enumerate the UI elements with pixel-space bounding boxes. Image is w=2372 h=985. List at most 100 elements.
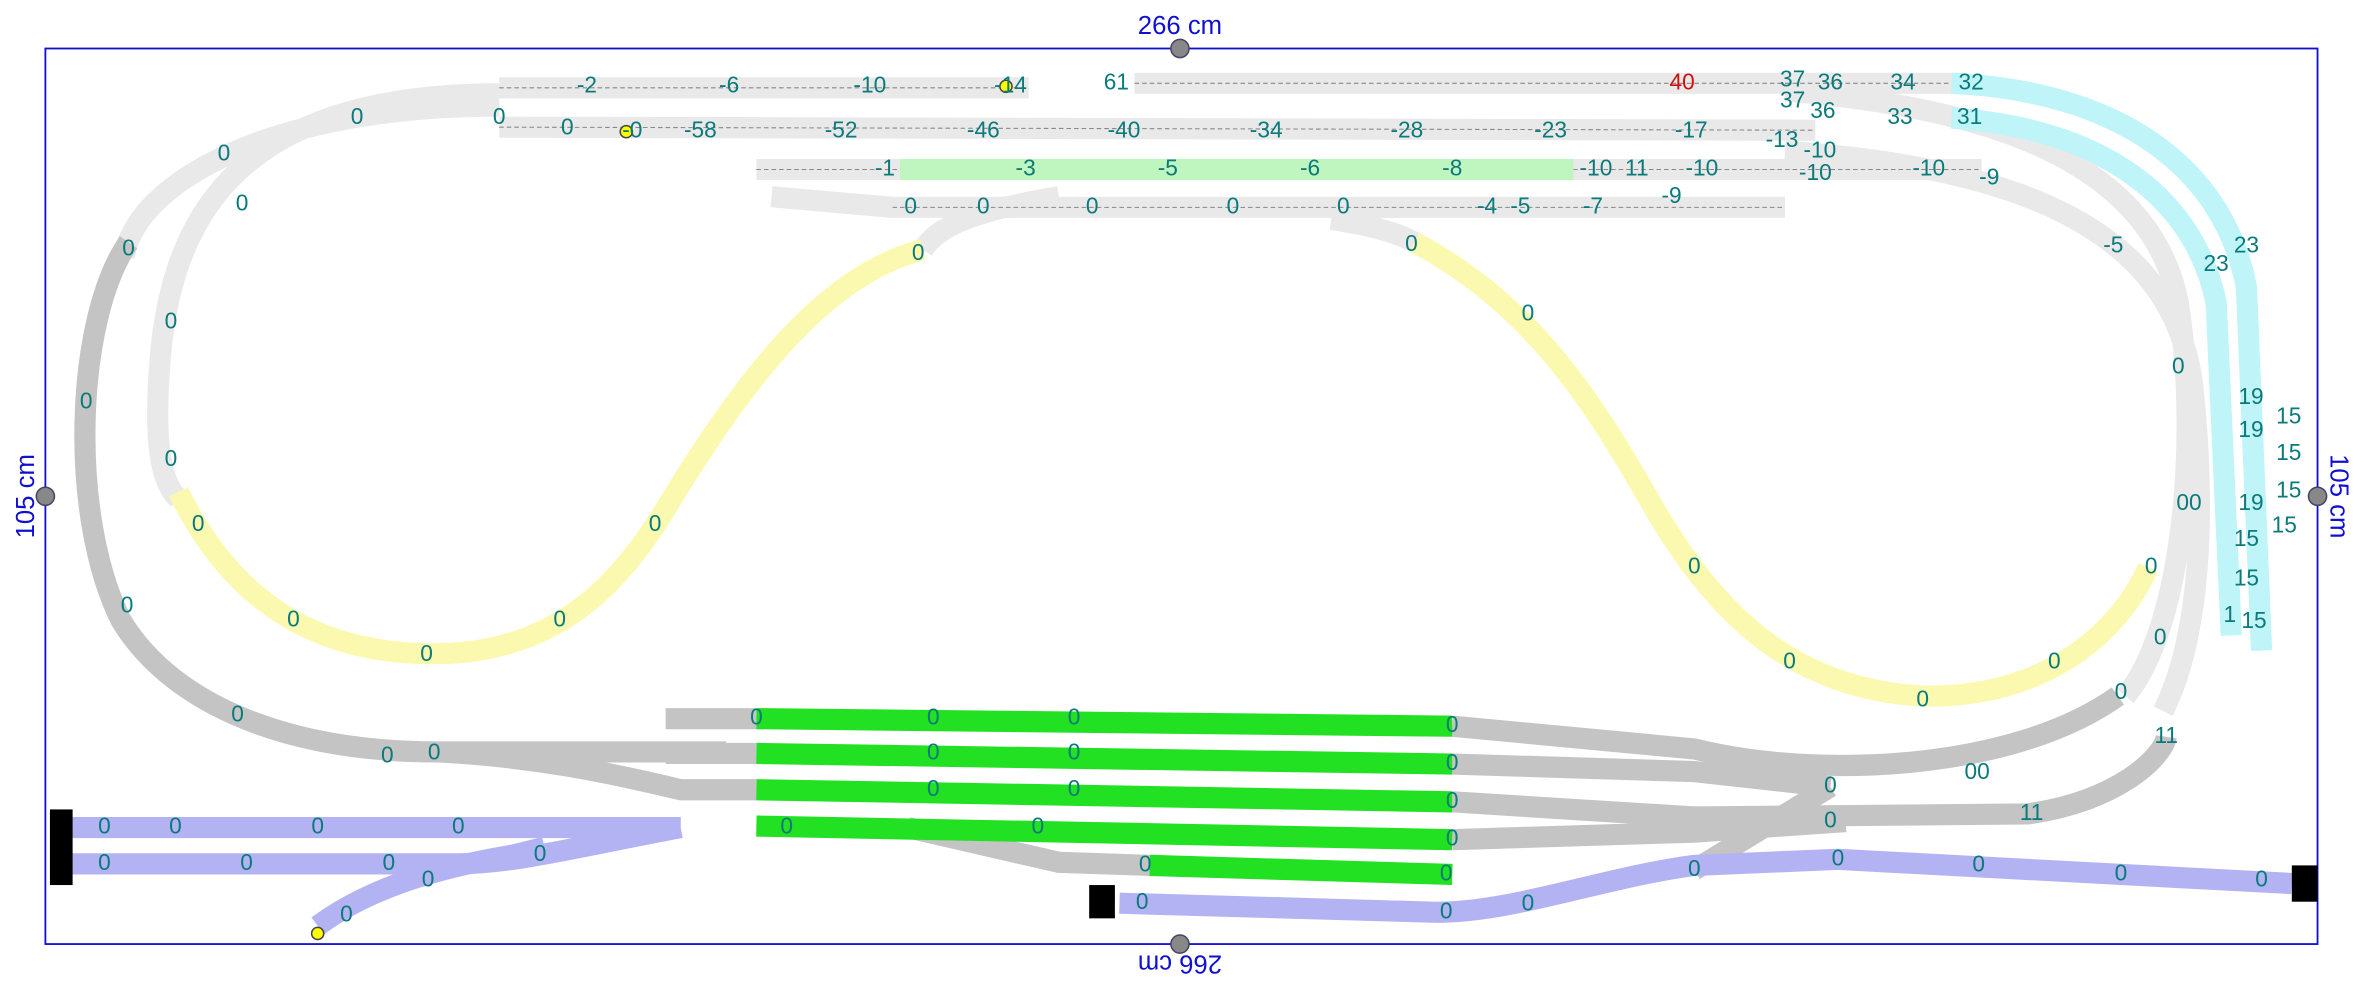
height-label: -10 (1799, 159, 1832, 185)
height-label: 00 (1965, 758, 1990, 784)
height-label: 0 (80, 387, 93, 413)
height-label: 0 (121, 592, 134, 618)
tracks (35, 38, 2328, 954)
height-label: 0 (1824, 807, 1837, 833)
height-label: 15 (2276, 403, 2301, 429)
height-label: -58 (684, 117, 717, 143)
height-label: -5 (1158, 155, 1178, 181)
height-label: -52 (825, 117, 858, 143)
height-label: 0 (1139, 850, 1152, 876)
height-label: 0 (381, 741, 394, 767)
height-label: 31 (1957, 103, 1982, 129)
height-label: 23 (2204, 250, 2229, 276)
height-label: 0 (420, 640, 433, 666)
height-label: 0 (2172, 353, 2185, 379)
height-label: -7 (1583, 192, 1603, 218)
height-label: 0 (1068, 704, 1081, 730)
height-label: 0 (122, 235, 135, 261)
green-section (900, 158, 1574, 181)
height-label: 32 (1958, 68, 1983, 94)
height-label: 0 (561, 114, 574, 140)
dimension-right: 105 cm (2324, 454, 2352, 538)
height-label: 0 (1446, 825, 1459, 851)
height-label: 0 (1086, 192, 1099, 218)
height-label: -2 (577, 71, 597, 97)
height-label: 15 (2234, 564, 2259, 590)
height-label: -9 (1662, 182, 1682, 208)
height-label: 15 (2276, 439, 2301, 465)
height-label: 0 (1522, 890, 1535, 916)
height-label: -17 (1675, 117, 1708, 143)
height-label: 15 (2276, 477, 2301, 503)
height-label: 0 (1446, 711, 1459, 737)
height-label: 0 (927, 775, 940, 801)
height-label: 0 (1522, 300, 1535, 326)
height-label: 0 (1068, 775, 1081, 801)
height-label: 0 (98, 849, 111, 875)
height-label: -6 (719, 71, 739, 97)
height-label: 0 (218, 139, 231, 165)
height-label: 0 (340, 900, 353, 926)
height-label: 40 (1670, 68, 1695, 94)
height-label: 0 (1068, 738, 1081, 764)
height-label: 0 (192, 510, 205, 536)
height-label: -23 (1534, 117, 1567, 143)
height-label: 0 (1440, 897, 1453, 923)
height-label: -0 (622, 117, 642, 143)
height-label: 0 (231, 701, 244, 727)
height-label: 19 (2238, 383, 2263, 409)
height-label: 37 (1780, 65, 1805, 91)
height-label: 0 (780, 813, 793, 839)
height-label: 0 (1916, 686, 1929, 712)
height-label: -10 (1685, 155, 1718, 181)
height-label: 15 (2272, 512, 2297, 538)
height-label: 00 (2176, 489, 2201, 515)
height-label: 0 (1446, 787, 1459, 813)
height-label: 15 (2241, 607, 2266, 633)
height-label: 0 (382, 849, 395, 875)
height-label: 1 (2223, 601, 2236, 627)
dimension-top: 266 cm (1138, 12, 1222, 40)
height-label: -5 (2103, 232, 2123, 258)
height-label: 0 (1405, 230, 1418, 256)
height-label: 0 (236, 189, 249, 215)
height-label: 37 (1780, 86, 1805, 112)
height-label: 0 (1031, 813, 1044, 839)
height-label: 0 (452, 813, 465, 839)
height-label: -10 (1803, 136, 1836, 162)
height-label: 0 (2048, 648, 2061, 674)
height-label: 0 (1832, 844, 1845, 870)
height-label: -14 (994, 71, 1027, 97)
height-label: 0 (493, 103, 506, 129)
height-label: -1 (875, 155, 895, 181)
height-label: 0 (1440, 859, 1453, 885)
height-label: 0 (553, 605, 566, 631)
height-label: -3 (1016, 155, 1036, 181)
height-label: 0 (422, 866, 435, 892)
height-label: 0 (649, 510, 662, 536)
height-label: -13 (1766, 126, 1799, 152)
height-label: 0 (534, 840, 547, 866)
height-label: -6 (1300, 155, 1320, 181)
height-label: 0 (98, 813, 111, 839)
height-label: 15 (2234, 525, 2259, 551)
height-label: -10 (1912, 155, 1945, 181)
height-label: 0 (169, 813, 182, 839)
height-label: 0 (977, 192, 990, 218)
height-label: 0 (1972, 850, 1985, 876)
height-label: 0 (1337, 192, 1350, 218)
height-label: 11 (2020, 799, 2044, 825)
height-label: 0 (1688, 552, 1701, 578)
dimension-bottom: 266 cm (1138, 949, 1222, 977)
height-label: 0 (1446, 749, 1459, 775)
height-label: 0 (2115, 859, 2128, 885)
height-label: 0 (1824, 772, 1837, 798)
height-label: 0 (165, 445, 178, 471)
height-label: -46 (967, 117, 1000, 143)
height-label: 0 (1783, 648, 1796, 674)
height-label: 33 (1887, 103, 1912, 129)
height-label: 34 (1890, 68, 1915, 94)
height-label: -10 (853, 71, 886, 97)
height-label: -8 (1442, 155, 1462, 181)
